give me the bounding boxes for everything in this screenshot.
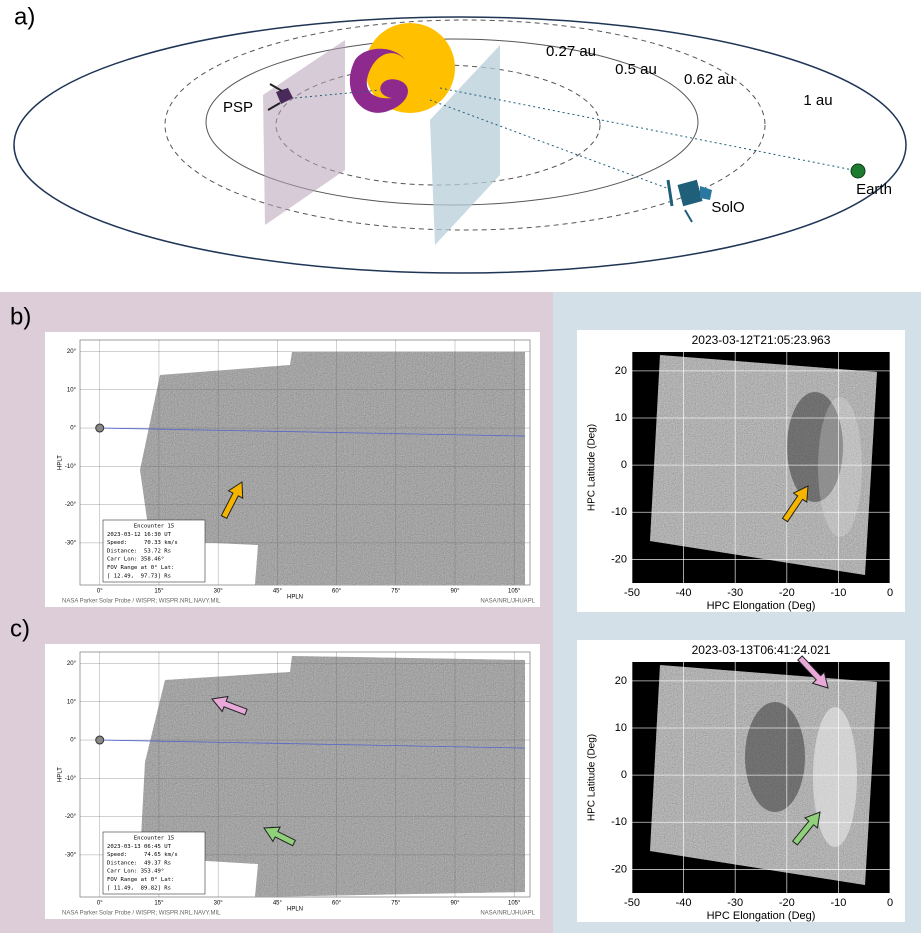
x-tick-label: 0° xyxy=(97,589,103,595)
x-tick-label: 45° xyxy=(273,589,283,595)
info-line: Encounter 15 xyxy=(134,524,174,530)
y-axis-label: HPLT xyxy=(58,455,64,470)
x-tick-label: -30 xyxy=(727,897,743,909)
x-tick-label: -30 xyxy=(727,587,743,599)
credit: NASA/NRL/JHUAPL xyxy=(480,599,535,605)
panel-label: c) xyxy=(10,615,30,642)
x-tick-label: 30° xyxy=(214,589,224,595)
x-tick-label: 105° xyxy=(508,589,521,595)
y-tick-label: 10° xyxy=(67,387,77,393)
info-line: [ 12.49, 97.73] Rs xyxy=(107,573,171,579)
x-axis-label: HPC Elongation (Deg) xyxy=(707,910,816,922)
info-line: Speed: 74.65 km/s xyxy=(107,852,178,858)
page: a) PSP SolO Earth 0.27 au 0.5 au 0.62 au… xyxy=(0,0,921,933)
figure: a) PSP SolO Earth 0.27 au 0.5 au 0.62 au… xyxy=(0,0,921,933)
orbit-label: 0.62 au xyxy=(684,71,734,88)
info-line: Distance: 49.37 Rs xyxy=(107,860,171,866)
x-axis-label: HPC Elongation (Deg) xyxy=(707,600,816,612)
y-tick-label: -20 xyxy=(611,863,627,875)
y-tick-label: 0° xyxy=(70,426,76,432)
x-tick-label: 30° xyxy=(214,901,224,907)
y-axis-label: HPLT xyxy=(58,767,64,782)
y-tick-label: -30° xyxy=(65,852,77,858)
x-tick-label: 0° xyxy=(97,901,103,907)
solo-title: 2023-03-13T06:41:24.021 xyxy=(692,643,831,657)
y-tick-label: -10° xyxy=(65,776,77,782)
orbit-label: 0.27 au xyxy=(546,43,596,60)
y-tick-label: 10 xyxy=(615,722,627,734)
x-tick-label: 105° xyxy=(508,901,521,907)
y-tick-label: -20° xyxy=(65,814,77,820)
info-line: FOV Range at 0° Lat: xyxy=(107,565,174,571)
credit: NASA Parker Solar Probe / WISPR; WISPR.N… xyxy=(62,599,221,605)
info-line: Encounter 15 xyxy=(134,836,174,842)
x-tick-label: -40 xyxy=(676,897,692,909)
y-axis-label: HPC Latitude (Deg) xyxy=(587,734,598,821)
x-tick-label: -50 xyxy=(624,587,640,599)
y-tick-label: 0° xyxy=(70,738,76,744)
x-tick-label: -40 xyxy=(676,587,692,599)
x-tick-label: -20 xyxy=(779,587,795,599)
y-tick-label: -10 xyxy=(611,816,627,828)
info-line: [ 11.49, 89.82] Rs xyxy=(107,885,171,891)
sun-marker xyxy=(96,736,104,744)
x-tick-label: 90° xyxy=(450,901,460,907)
x-tick-label: 0 xyxy=(887,587,893,599)
y-tick-label: 20° xyxy=(67,349,77,355)
x-tick-label: -10 xyxy=(830,897,846,909)
y-tick-label: -20 xyxy=(611,553,627,565)
info-line: Carr Lon: 358.46° xyxy=(107,557,164,563)
y-tick-label: 10° xyxy=(67,699,77,705)
x-tick-label: 15° xyxy=(154,901,164,907)
x-tick-label: -10 xyxy=(830,587,846,599)
x-tick-label: 75° xyxy=(391,901,401,907)
info-line: Carr Lon: 353.49° xyxy=(107,869,164,875)
y-axis-label: HPC Latitude (Deg) xyxy=(587,424,598,511)
x-tick-label: 90° xyxy=(450,589,460,595)
x-tick-label: 15° xyxy=(154,589,164,595)
panel-label: b) xyxy=(10,303,31,330)
x-tick-label: -50 xyxy=(624,897,640,909)
info-line: Distance: 53.72 Rs xyxy=(107,548,171,554)
info-line: Speed: 70.33 km/s xyxy=(107,540,178,546)
x-axis-label: HPLN xyxy=(287,595,303,601)
info-line: 2023-03-12 16:30 UT xyxy=(107,532,172,538)
solo-title: 2023-03-12T21:05:23.963 xyxy=(692,333,831,347)
x-tick-label: 75° xyxy=(391,589,401,595)
x-tick-label: 60° xyxy=(332,589,342,595)
earth-label: Earth xyxy=(856,181,892,198)
y-tick-label: 0 xyxy=(621,459,627,471)
credit: NASA Parker Solar Probe / WISPR; WISPR.N… xyxy=(62,911,221,917)
earth xyxy=(851,164,865,178)
y-tick-label: 20 xyxy=(615,675,627,687)
x-axis-label: HPLN xyxy=(287,907,303,913)
sun-marker xyxy=(96,424,104,432)
y-tick-label: -20° xyxy=(65,502,77,508)
x-tick-label: 0 xyxy=(887,897,893,909)
orbit-label: 1 au xyxy=(803,92,832,109)
solo-icon xyxy=(668,180,712,222)
orbit-label: 0.5 au xyxy=(615,61,657,78)
y-tick-label: 20° xyxy=(67,661,77,667)
info-line: 2023-03-13 06:45 UT xyxy=(107,844,172,850)
panel-label: a) xyxy=(14,3,35,30)
info-line: FOV Range at 0° Lat: xyxy=(107,877,174,883)
solo-label: SolO xyxy=(711,199,744,216)
cme-feature xyxy=(745,702,805,812)
x-tick-label: 60° xyxy=(332,901,342,907)
psp-label: PSP xyxy=(223,99,253,116)
x-tick-label: 45° xyxy=(273,901,283,907)
panel-a: a) PSP SolO Earth 0.27 au 0.5 au 0.62 au… xyxy=(14,3,906,273)
y-tick-label: 20 xyxy=(615,365,627,377)
y-tick-label: 10 xyxy=(615,412,627,424)
credit: NASA/NRL/JHUAPL xyxy=(480,911,535,917)
psp-plane xyxy=(263,40,345,225)
earth-line xyxy=(440,88,858,171)
x-tick-label: -20 xyxy=(779,897,795,909)
y-tick-label: 0 xyxy=(621,769,627,781)
y-tick-label: -10 xyxy=(611,506,627,518)
y-tick-label: -10° xyxy=(65,464,77,470)
y-tick-label: -30° xyxy=(65,540,77,546)
